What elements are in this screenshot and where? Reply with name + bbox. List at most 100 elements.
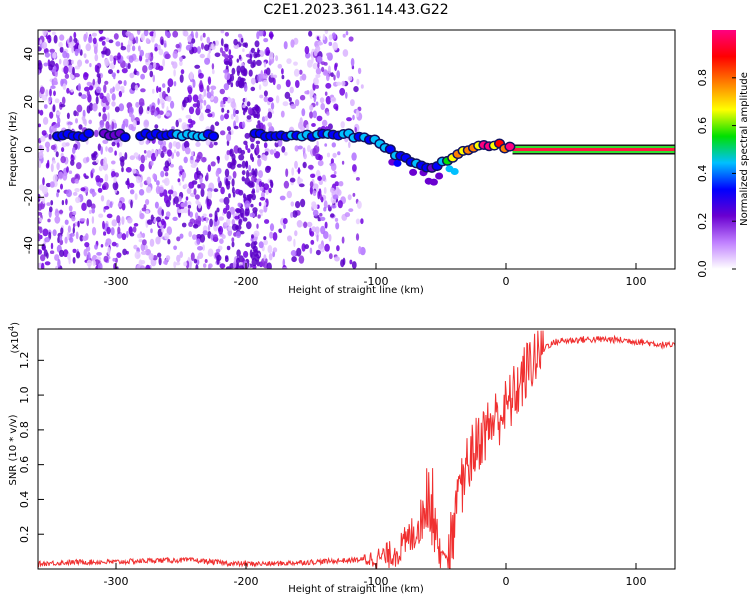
noise-speck: [236, 257, 240, 265]
noise-speck: [231, 241, 235, 248]
noise-speck: [111, 101, 116, 107]
noise-speck: [158, 186, 165, 194]
noise-speck: [133, 223, 139, 227]
noise-speck: [325, 95, 332, 105]
noise-speck: [95, 86, 102, 94]
noise-speck: [56, 162, 60, 171]
figure-title: C2E1.2023.361.14.43.G22: [263, 2, 448, 18]
noise-speck: [210, 85, 217, 91]
noise-speck: [328, 253, 333, 260]
noise-speck: [125, 63, 128, 67]
noise-speck: [233, 125, 239, 130]
noise-speck: [285, 168, 289, 177]
noise-speck: [276, 83, 282, 90]
noise-speck: [100, 146, 103, 155]
noise-speck: [175, 261, 181, 266]
noise-speck: [123, 80, 127, 86]
noise-speck: [195, 106, 201, 115]
noise-speck: [312, 62, 319, 70]
noise-speck: [331, 142, 336, 148]
noise-speck: [312, 183, 319, 190]
noise-speck: [117, 202, 122, 208]
noise-speck: [254, 40, 260, 48]
noise-speck: [50, 144, 56, 151]
noise-speck: [91, 168, 95, 174]
noise-speck: [117, 226, 121, 235]
noise-speck: [356, 109, 359, 118]
noise-speck: [59, 103, 66, 108]
noise-speck: [269, 223, 275, 232]
noise-speck: [209, 218, 214, 228]
noise-speck: [327, 123, 333, 130]
noise-speck: [199, 175, 203, 184]
noise-speck: [113, 57, 116, 66]
noise-speck: [288, 97, 292, 102]
noise-speck: [231, 237, 235, 243]
noise-speck: [324, 143, 328, 147]
noise-speck: [270, 102, 275, 110]
noise-speck: [224, 113, 229, 120]
noise-speck: [102, 220, 105, 230]
noise-speck: [284, 151, 288, 156]
noise-speck: [43, 62, 49, 67]
noise-speck: [145, 186, 152, 194]
noise-speck: [234, 215, 240, 220]
noise-speck: [106, 226, 111, 235]
noise-speck: [172, 61, 178, 69]
noise-speck: [295, 201, 301, 209]
noise-speck: [112, 257, 116, 262]
noise-speck: [118, 152, 123, 158]
noise-speck: [319, 212, 323, 217]
noise-speck: [328, 234, 332, 242]
noise-speck: [185, 147, 191, 155]
noise-speck: [83, 53, 87, 59]
noise-speck: [311, 123, 316, 127]
noise-speck: [39, 109, 44, 116]
noise-speck: [152, 61, 157, 69]
noise-speck: [111, 219, 118, 227]
noise-speck: [160, 170, 165, 178]
colorbar: 0.0 0.2 0.4 0.6 0.8 Normalized spectral ampl…: [696, 30, 750, 278]
noise-speck: [72, 147, 76, 154]
noise-speck: [197, 151, 203, 159]
spec-ytick-label: -40: [22, 236, 35, 254]
spec-xtick-label: -300: [104, 275, 129, 288]
noise-speck: [245, 143, 249, 151]
noise-speck: [79, 234, 84, 242]
noise-speck: [225, 266, 232, 269]
noise-speck: [39, 184, 45, 191]
noise-speck: [248, 164, 252, 172]
noise-speck: [122, 248, 127, 256]
noise-speck: [324, 30, 329, 35]
noise-speck: [334, 181, 340, 187]
noise-speck: [204, 108, 211, 114]
noise-speck: [84, 86, 90, 92]
snr-ytick-label: 0.8: [18, 421, 31, 439]
noise-speck: [175, 203, 180, 208]
noise-speck: [55, 208, 59, 214]
noise-speck: [192, 224, 199, 229]
noise-speck: [227, 226, 233, 231]
noise-speck: [148, 64, 153, 71]
noise-speck: [59, 249, 65, 257]
noise-speck: [113, 122, 117, 129]
noise-speck: [179, 251, 183, 258]
noise-speck: [38, 160, 42, 169]
noise-speck: [186, 187, 192, 194]
noise-speck: [172, 190, 178, 197]
noise-speck: [185, 114, 192, 119]
noise-speck: [103, 157, 108, 166]
noise-speck: [221, 107, 225, 113]
noise-speck: [155, 236, 161, 245]
noise-speck: [207, 224, 211, 232]
noise-speck: [173, 81, 177, 87]
noise-speck: [168, 142, 173, 150]
noise-speck: [79, 49, 83, 56]
noise-speck: [152, 74, 155, 83]
noise-speck: [41, 41, 48, 50]
noise-speck: [82, 118, 87, 125]
noise-speck: [348, 36, 354, 42]
noise-speck: [238, 54, 242, 60]
noise-speck: [327, 65, 331, 74]
